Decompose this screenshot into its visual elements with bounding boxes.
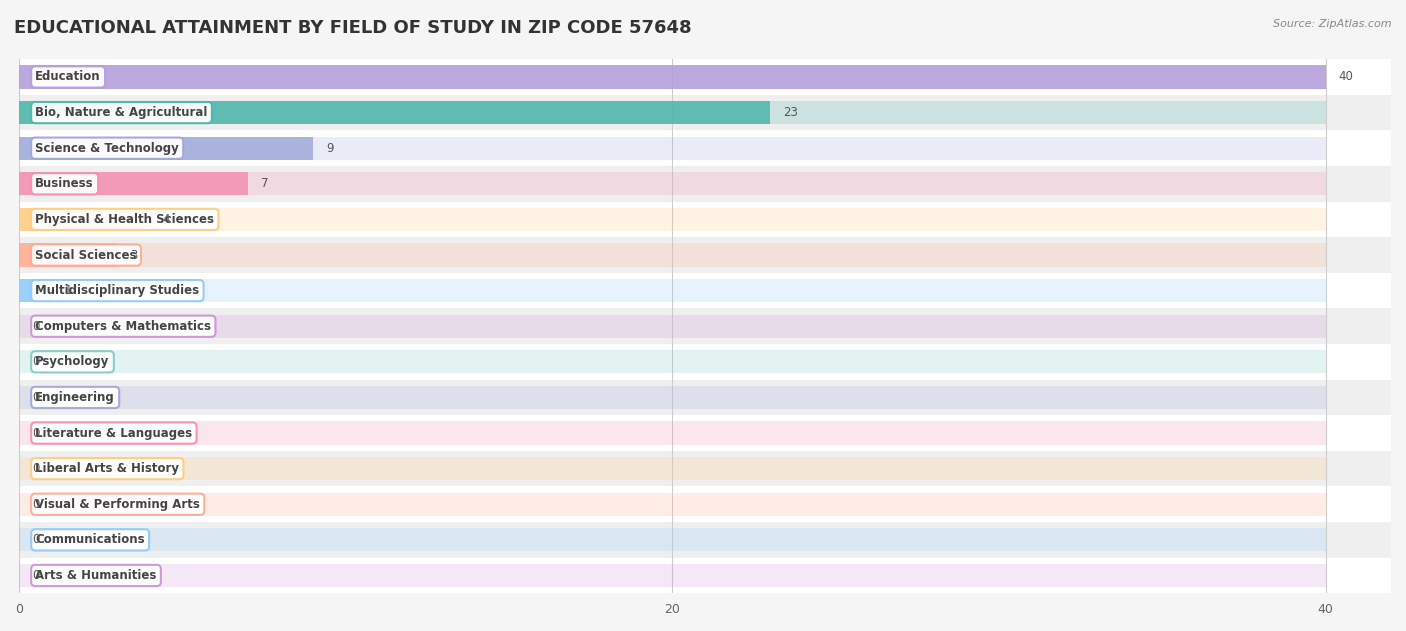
Text: Business: Business [35, 177, 94, 191]
Text: Bio, Nature & Agricultural: Bio, Nature & Agricultural [35, 106, 208, 119]
Bar [20, 172, 247, 196]
Text: 7: 7 [260, 177, 269, 191]
Text: Source: ZipAtlas.com: Source: ZipAtlas.com [1274, 19, 1392, 29]
Text: Education: Education [35, 71, 101, 83]
Bar [20, 415, 1391, 451]
Bar [20, 237, 1391, 273]
Text: 0: 0 [32, 355, 39, 369]
Bar [20, 208, 149, 231]
Bar [20, 166, 1391, 201]
Bar [20, 315, 1326, 338]
Bar [20, 95, 1391, 131]
Text: Visual & Performing Arts: Visual & Performing Arts [35, 498, 200, 510]
Text: Arts & Humanities: Arts & Humanities [35, 569, 156, 582]
Bar [20, 522, 1391, 558]
Text: Literature & Languages: Literature & Languages [35, 427, 193, 440]
Text: 23: 23 [783, 106, 799, 119]
Bar [20, 137, 314, 160]
Bar [20, 273, 1391, 309]
Text: Multidisciplinary Studies: Multidisciplinary Studies [35, 284, 200, 297]
Text: Computers & Mathematics: Computers & Mathematics [35, 320, 211, 333]
Text: Social Sciences: Social Sciences [35, 249, 136, 261]
Bar [20, 208, 1326, 231]
Text: Science & Technology: Science & Technology [35, 142, 179, 155]
Text: Liberal Arts & History: Liberal Arts & History [35, 462, 180, 475]
Text: 0: 0 [32, 533, 39, 546]
Bar [20, 101, 1326, 124]
Text: 0: 0 [32, 391, 39, 404]
Text: 0: 0 [32, 569, 39, 582]
Bar [20, 558, 1391, 593]
Text: Engineering: Engineering [35, 391, 115, 404]
Bar [20, 451, 1391, 487]
Bar [20, 487, 1391, 522]
Bar [20, 380, 1391, 415]
Bar [20, 344, 1391, 380]
Bar [20, 386, 1326, 409]
Bar [20, 66, 1326, 88]
Bar [20, 244, 1326, 266]
Bar [20, 172, 1326, 196]
Bar [20, 101, 770, 124]
Bar [20, 244, 117, 266]
Text: 0: 0 [32, 427, 39, 440]
Text: 1: 1 [65, 284, 72, 297]
Text: 4: 4 [163, 213, 170, 226]
Bar [20, 137, 1326, 160]
Bar [20, 201, 1391, 237]
Text: 9: 9 [326, 142, 333, 155]
Bar [20, 131, 1391, 166]
Text: 0: 0 [32, 462, 39, 475]
Bar [20, 422, 1326, 445]
Text: 40: 40 [1339, 71, 1354, 83]
Text: EDUCATIONAL ATTAINMENT BY FIELD OF STUDY IN ZIP CODE 57648: EDUCATIONAL ATTAINMENT BY FIELD OF STUDY… [14, 19, 692, 37]
Text: 3: 3 [131, 249, 138, 261]
Bar [20, 309, 1391, 344]
Bar [20, 59, 1391, 95]
Bar [20, 493, 1326, 516]
Text: 0: 0 [32, 320, 39, 333]
Bar [20, 66, 1326, 88]
Text: 0: 0 [32, 498, 39, 510]
Bar [20, 457, 1326, 480]
Bar [20, 564, 1326, 587]
Text: Physical & Health Sciences: Physical & Health Sciences [35, 213, 214, 226]
Bar [20, 350, 1326, 374]
Bar [20, 528, 1326, 551]
Text: Communications: Communications [35, 533, 145, 546]
Bar [20, 279, 1326, 302]
Bar [20, 279, 52, 302]
Text: Psychology: Psychology [35, 355, 110, 369]
